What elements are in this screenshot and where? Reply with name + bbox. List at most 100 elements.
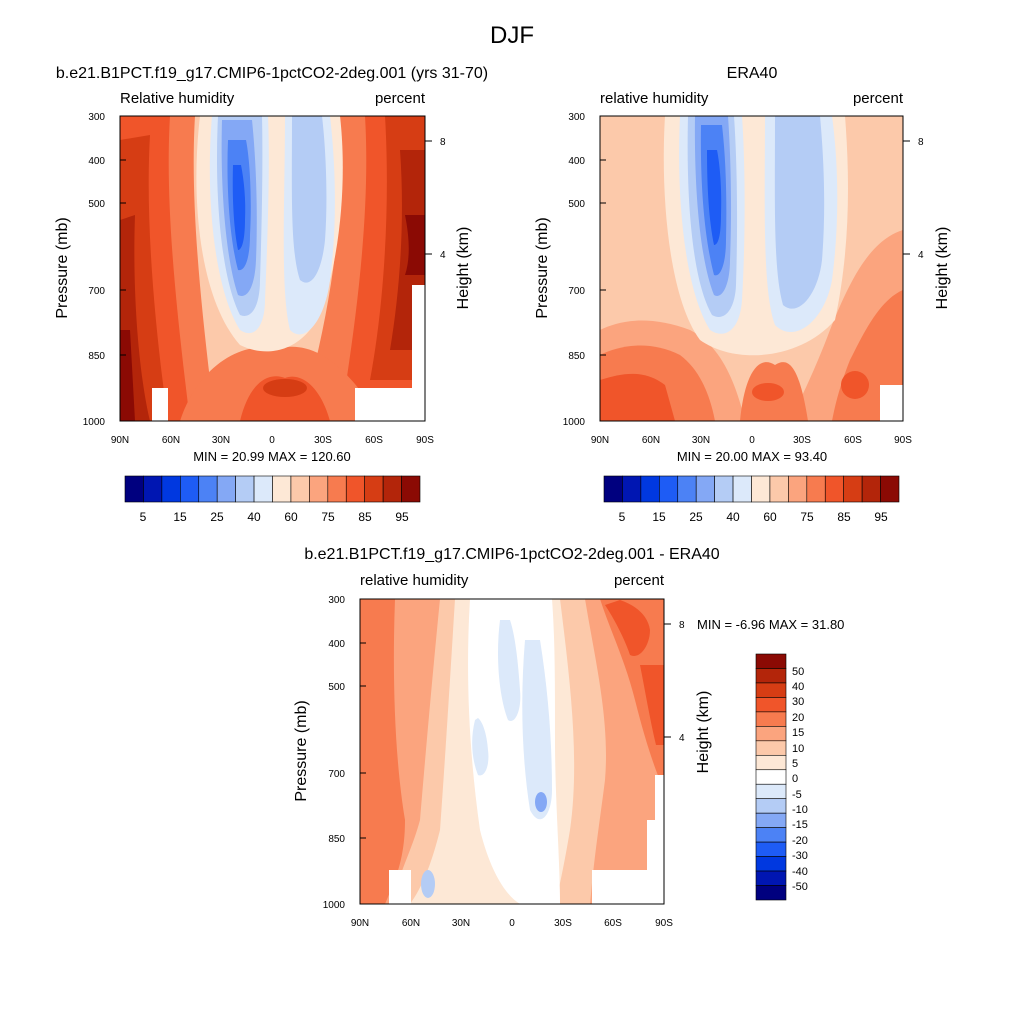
missing-data [880, 385, 903, 421]
colorbar-swatch [806, 475, 826, 503]
height-tick-label: 4 [679, 733, 685, 744]
colorbar-label: -5 [792, 789, 802, 801]
colorbar-swatch [755, 697, 787, 713]
panel-title: b.e21.B1PCT.f19_g17.CMIP6-1pctCO2-2deg.0… [56, 65, 488, 82]
panel-era40: ERA40 relative humidity percent [534, 65, 951, 524]
x-tick-label: 90N [591, 435, 609, 446]
contour-band [707, 150, 722, 245]
contour-band [360, 599, 405, 904]
colorbar-swatch [755, 769, 787, 785]
figure-title: DJF [490, 22, 534, 49]
y-tick-label: 1000 [83, 417, 106, 428]
colorbar-label: 60 [284, 510, 298, 524]
y-tick-label: 500 [328, 682, 345, 693]
contour-field [600, 116, 903, 421]
contour-field [360, 599, 664, 904]
contour-band [600, 373, 675, 421]
x-tick-label: 90S [655, 918, 673, 929]
x-axis-ticks: 90N 60N 30N 0 30S 60S 90S [591, 435, 912, 446]
colorbar-swatch [755, 726, 787, 742]
panel-title: ERA40 [727, 65, 778, 82]
colorbar-swatch [755, 754, 787, 771]
colorbar-swatch [124, 475, 144, 503]
x-tick-label: 90S [894, 435, 912, 446]
colorbar-label: 40 [247, 510, 261, 524]
contour-band [535, 792, 547, 812]
colorbar-swatch [769, 475, 789, 503]
colorbar-label: 95 [874, 510, 888, 524]
colorbar-label: -30 [792, 850, 808, 862]
missing-data [389, 870, 411, 904]
colorbar-label: -15 [792, 819, 808, 831]
colorbar-swatch [272, 475, 292, 503]
colorbar-swatch [755, 885, 787, 901]
height-axis-label: Height (km) [455, 227, 472, 310]
colorbar-swatch [640, 475, 660, 503]
y-tick-label: 400 [88, 156, 105, 167]
colorbar-label: 40 [726, 510, 740, 524]
contour-band [522, 640, 552, 820]
colorbar-swatch [755, 740, 787, 756]
height-axis-ticks: 8 4 [425, 137, 446, 261]
contour-band [497, 620, 521, 721]
panel-model: b.e21.B1PCT.f19_g17.CMIP6-1pctCO2-2deg.0… [54, 65, 488, 524]
x-tick-label: 0 [749, 435, 755, 446]
colorbar-swatch [755, 841, 787, 857]
plot-frame [119, 115, 426, 422]
colorbar-swatch [755, 783, 787, 800]
colorbar-swatch [714, 475, 734, 503]
colorbar-label: 0 [792, 773, 798, 785]
plot-frame [359, 598, 665, 905]
panel-difference: b.e21.B1PCT.f19_g17.CMIP6-1pctCO2-2deg.0… [293, 546, 844, 929]
y-tick-label: 300 [88, 112, 105, 123]
colorbar-swatch [309, 475, 329, 503]
x-tick-label: 30N [452, 918, 470, 929]
colorbar-swatch [161, 475, 181, 503]
height-axis-ticks: 8 4 [664, 620, 685, 744]
x-axis-ticks: 90N 60N 30N 0 30S 60S 90S [351, 918, 673, 929]
y-tick-label: 300 [328, 595, 345, 606]
x-tick-label: 90N [351, 918, 369, 929]
y-axis-label: Pressure (mb) [54, 217, 71, 318]
y-tick-label: 700 [88, 286, 105, 297]
contour-band [405, 215, 425, 275]
min-max-stats: MIN = -6.96 MAX = 31.80 [697, 617, 844, 632]
x-tick-label: 30S [554, 918, 572, 929]
colorbar-swatch [603, 475, 623, 503]
y-axis-ticks: 300 400 500 700 850 1000 [323, 595, 366, 911]
colorbar-swatch [755, 682, 787, 698]
missing-data [655, 775, 664, 820]
colorbar-label: 75 [800, 510, 814, 524]
x-tick-label: 30N [212, 435, 230, 446]
contour-band [263, 379, 307, 397]
colorbar-swatch [824, 475, 844, 503]
variable-label: relative humidity [360, 572, 469, 589]
colorbar: 50 40 30 20 15 10 5 0 -5 -10 -15 -20 -30… [755, 653, 808, 901]
y-axis-ticks: 300 400 500 700 850 1000 [563, 112, 606, 428]
colorbar-label: 25 [689, 510, 703, 524]
y-tick-label: 700 [328, 769, 345, 780]
colorbar-label: 15 [792, 727, 804, 739]
y-axis-ticks: 300 400 500 700 850 1000 [83, 112, 126, 428]
colorbar-swatch [216, 475, 236, 503]
panel-title: b.e21.B1PCT.f19_g17.CMIP6-1pctCO2-2deg.0… [304, 546, 719, 563]
height-axis-label: Height (km) [934, 227, 951, 310]
missing-data [647, 820, 664, 870]
colorbar-swatch [861, 475, 881, 503]
contour-band [421, 870, 435, 898]
colorbar-swatch [732, 475, 752, 503]
colorbar-label: 50 [792, 666, 804, 678]
colorbar-swatch [198, 475, 218, 503]
contour-band [600, 599, 664, 790]
x-tick-label: 30N [692, 435, 710, 446]
contour-band [240, 376, 330, 421]
missing-data [355, 388, 425, 421]
colorbar-swatch [327, 475, 347, 503]
height-tick-label: 4 [918, 250, 924, 261]
y-tick-label: 400 [568, 156, 585, 167]
colorbar-label: 30 [792, 696, 804, 708]
contour-field [120, 116, 425, 421]
colorbar-label: 10 [792, 743, 804, 755]
colorbar-label: -20 [792, 835, 808, 847]
